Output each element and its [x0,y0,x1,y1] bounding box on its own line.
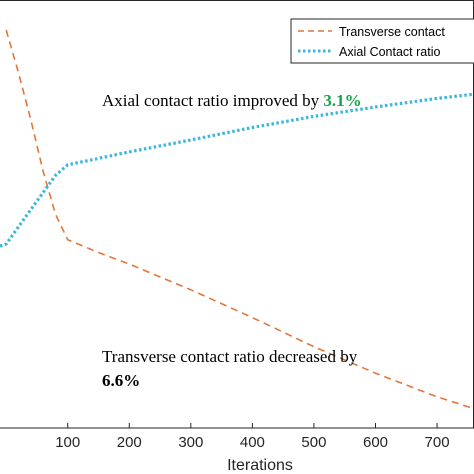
legend-label-axial: Axial Contact ratio [339,45,440,59]
x-tick-label-200: 200 [117,434,142,451]
x-tick-label-700: 700 [425,434,450,451]
annotation-transverse-value: 6.6% [102,371,140,390]
legend-box [290,18,474,64]
x-tick-label-500: 500 [301,434,326,451]
legend: Transverse contact Axial Contact ratio [290,18,474,64]
x-ticks: 100 200 300 400 500 600 700 [55,423,450,451]
x-axis-title: Iterations [227,457,293,474]
x-tick-label-400: 400 [240,434,265,451]
annotation-transverse: Transverse contact ratio decreased by [102,347,358,366]
series-line-transverse [5,29,474,410]
x-tick-label-300: 300 [178,434,203,451]
series [0,29,474,410]
x-tick-label-100: 100 [55,434,80,451]
legend-label-transverse: Transverse contact [339,25,445,39]
annotation-axial-value: 3.1% [323,91,361,110]
annotation-axial-text: Axial contact ratio improved by [102,91,323,110]
x-tick-label-600: 600 [363,434,388,451]
annotation-axial: Axial contact ratio improved by 3.1% [102,91,362,110]
